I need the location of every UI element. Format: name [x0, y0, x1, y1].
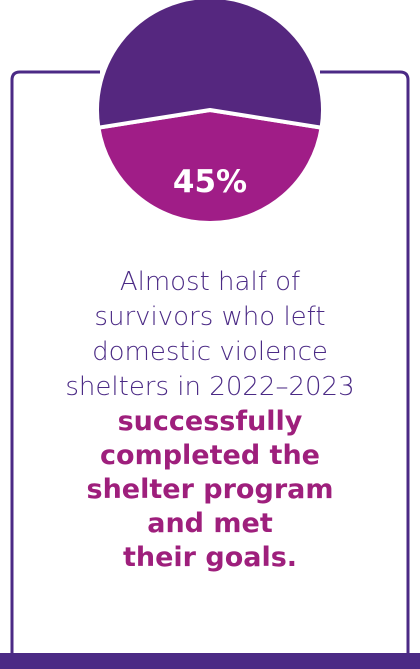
body-line: domestic violence: [92, 337, 328, 367]
highlight-line: completed the: [100, 440, 320, 471]
pie-chart: [95, 0, 325, 225]
pie-slice-remaining: [95, 0, 325, 130]
highlight-line: and met: [147, 508, 273, 539]
body-line: survivors who left: [94, 302, 326, 332]
card-border: [10, 70, 410, 669]
highlight-line: shelter program: [86, 474, 334, 505]
pie-slice-completed: [96, 108, 324, 225]
card-bottom-bar: [0, 653, 420, 669]
highlight-line: successfully: [117, 406, 303, 437]
highlight-line: their goals.: [122, 542, 298, 573]
body-line: shelters in 2022–2023: [65, 372, 355, 402]
stat-description: Almost half of survivors who left domest…: [40, 265, 380, 575]
pie-percent-label: 45%: [173, 164, 247, 200]
body-line: Almost half of: [119, 267, 301, 297]
